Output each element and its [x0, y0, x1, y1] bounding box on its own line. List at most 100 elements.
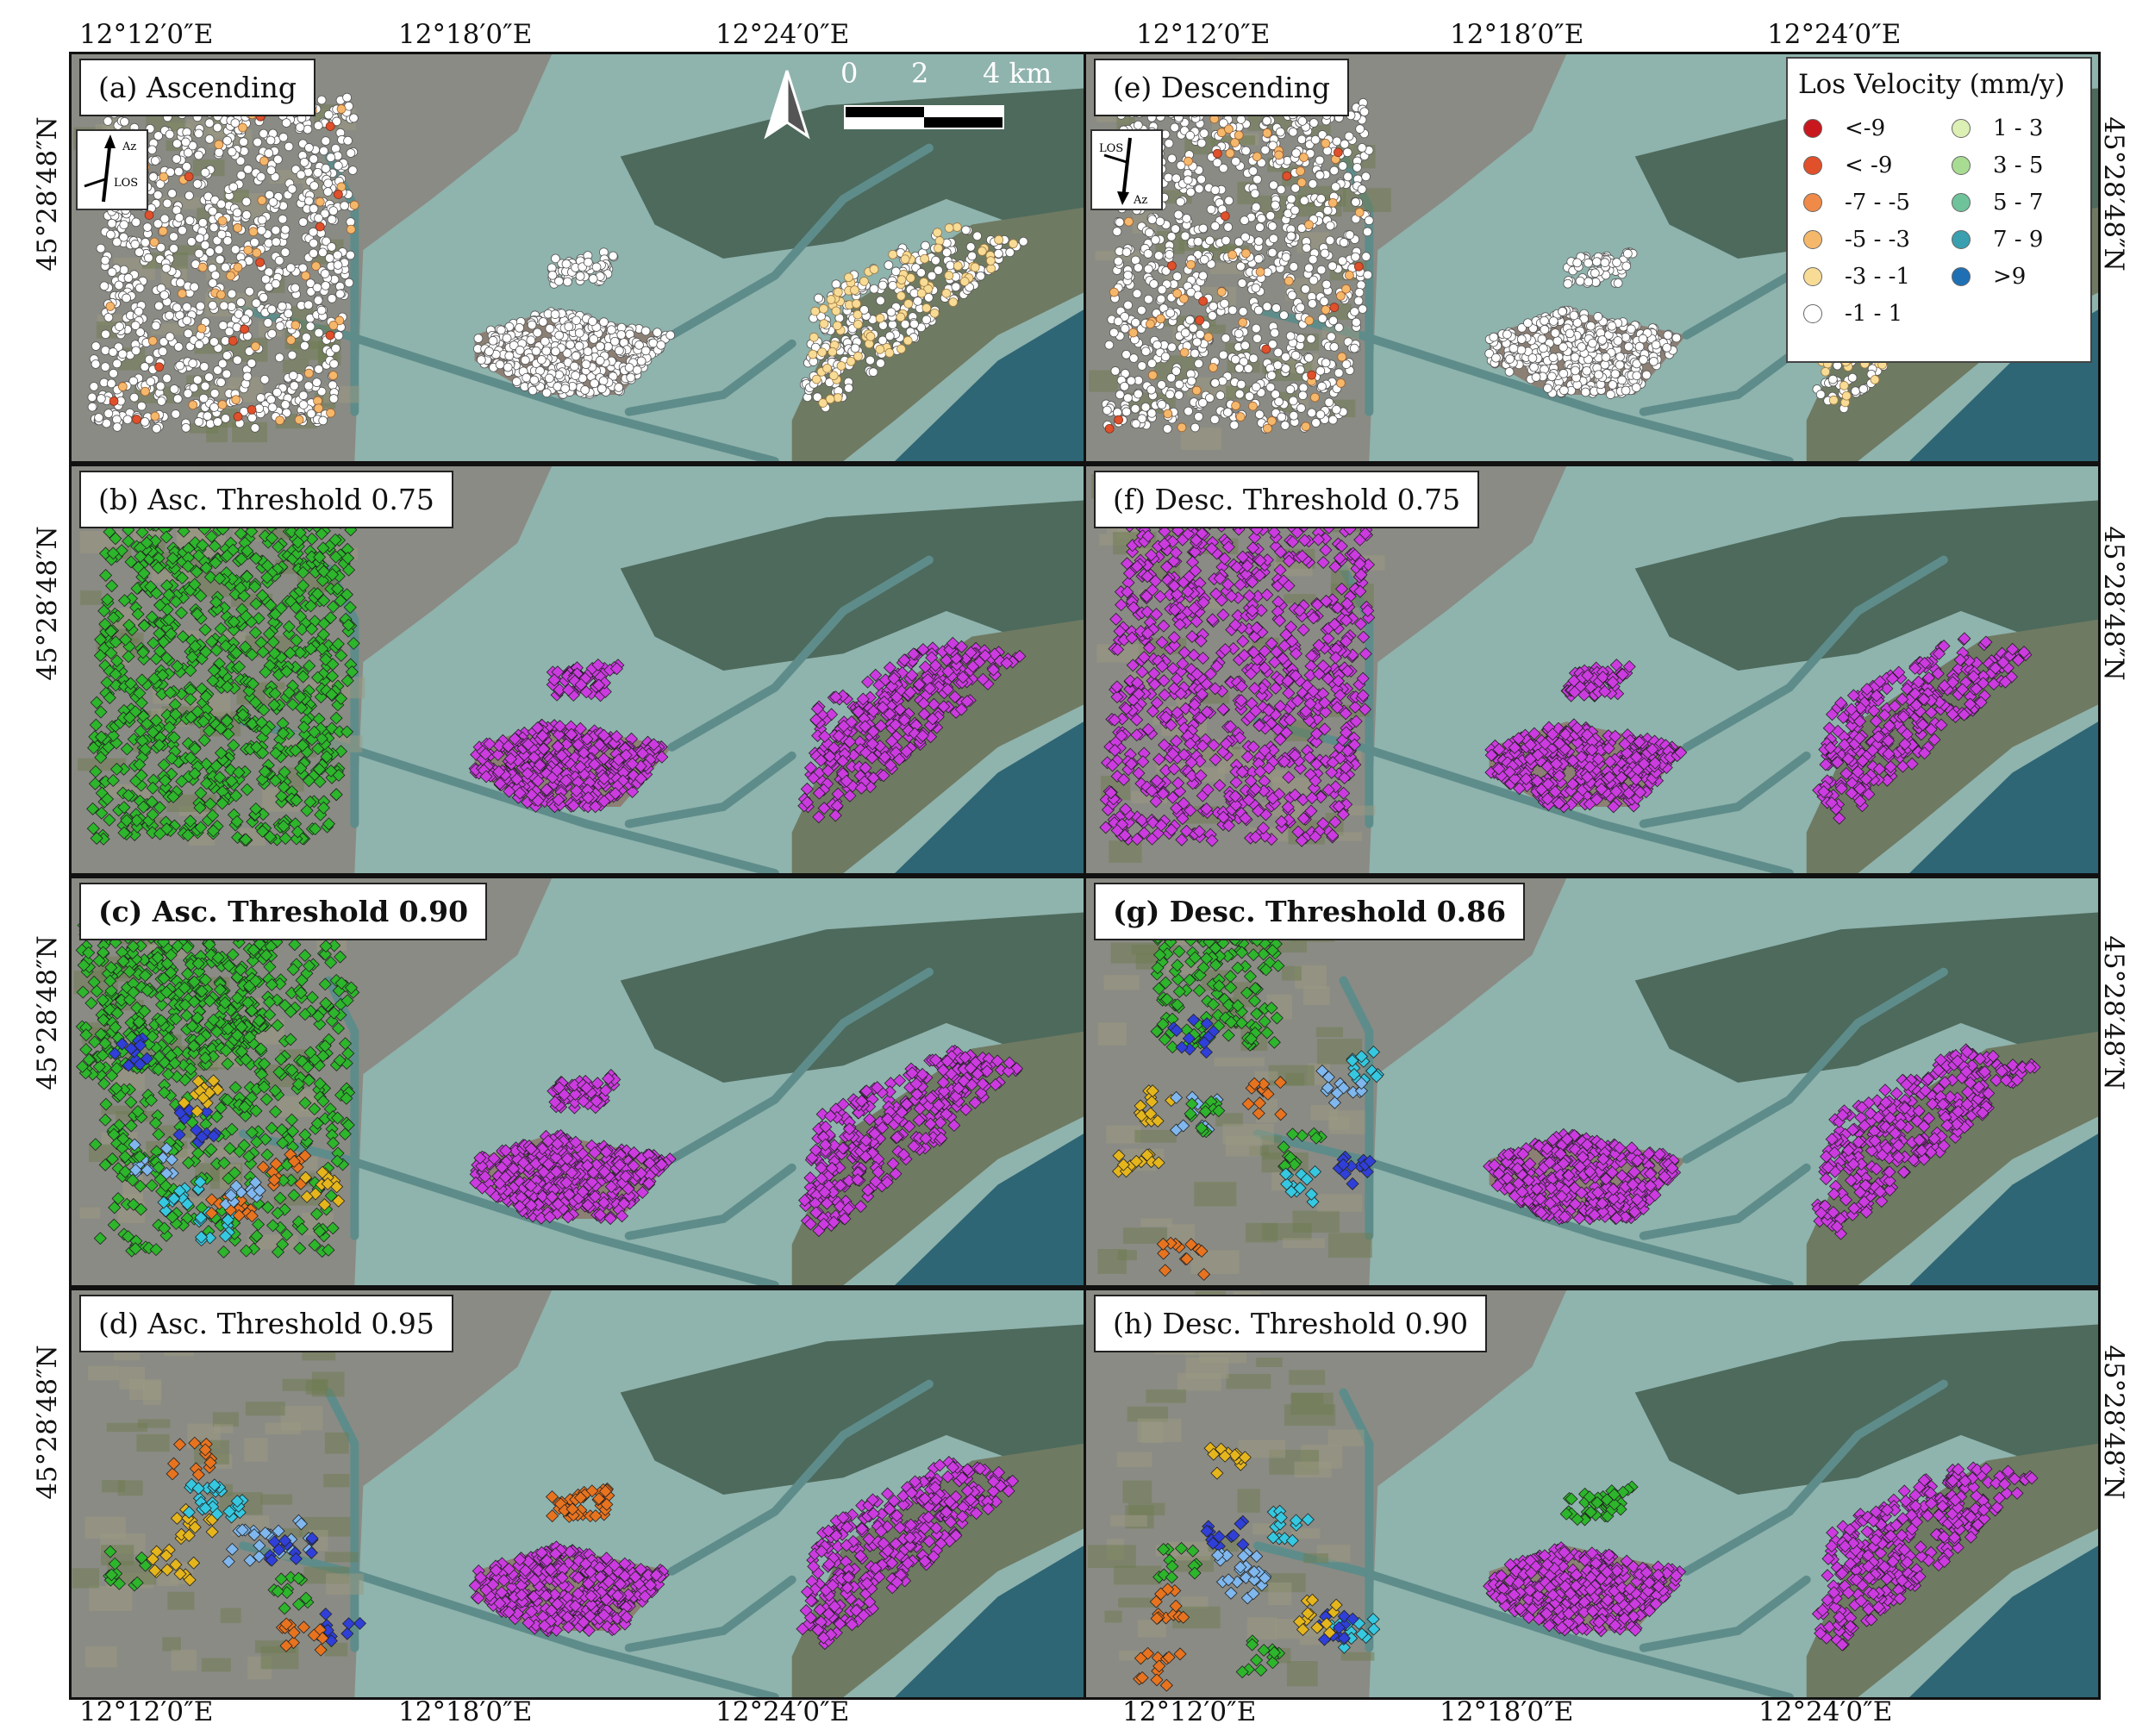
- ps-point: [343, 135, 353, 146]
- cluster-point: [239, 833, 253, 846]
- cluster-point: [527, 751, 541, 765]
- cluster-point: [242, 1150, 256, 1164]
- cluster-point: [240, 783, 254, 796]
- ps-point: [828, 371, 839, 381]
- cluster-point: [881, 1112, 895, 1126]
- cluster-point: [161, 1032, 175, 1046]
- cluster-point: [206, 809, 220, 822]
- cluster-point: [590, 1095, 603, 1108]
- cluster-point: [256, 645, 270, 659]
- cluster-point: [304, 642, 318, 656]
- ps-point: [131, 217, 141, 228]
- cluster-point: [598, 685, 612, 698]
- ps-point: [1005, 247, 1015, 258]
- ps-point: [626, 372, 636, 383]
- ps-point: [476, 355, 486, 365]
- cluster-point: [245, 525, 259, 539]
- cluster-point: [597, 728, 610, 742]
- cluster-point: [221, 1093, 234, 1107]
- cluster-point: [986, 663, 1000, 677]
- cluster-point: [838, 1212, 852, 1226]
- cluster-point: [107, 611, 121, 625]
- cluster-point: [817, 802, 831, 815]
- ps-point: [878, 280, 888, 290]
- ps-point: [222, 369, 232, 379]
- cluster-point: [232, 765, 246, 779]
- ps-point: [496, 325, 506, 335]
- cluster-point: [76, 985, 90, 999]
- lon-label-top-right-2: 12°18′0″E: [1450, 19, 1584, 50]
- map-panel-b: [69, 464, 1086, 876]
- cluster-point: [313, 550, 327, 564]
- ps-point: [112, 359, 122, 369]
- ps-point: [606, 325, 616, 335]
- ps-point: [811, 374, 821, 384]
- ps-point: [140, 362, 150, 372]
- cluster-point: [934, 1115, 947, 1129]
- ps-point: [869, 284, 879, 294]
- cluster-point: [230, 991, 245, 1005]
- cluster-point: [280, 665, 294, 678]
- ps-point: [141, 386, 150, 397]
- cluster-point: [184, 664, 197, 678]
- cluster-point: [579, 1081, 593, 1095]
- cluster-point: [188, 767, 202, 780]
- ps-point: [227, 289, 237, 299]
- cluster-point: [298, 1008, 312, 1021]
- cluster-point: [162, 613, 176, 627]
- ps-point: [213, 365, 222, 375]
- cluster-point: [340, 588, 353, 602]
- cluster-point: [926, 712, 940, 726]
- cluster-point: [89, 1138, 103, 1152]
- cluster-point: [550, 764, 564, 777]
- ps-point: [831, 306, 841, 316]
- ps-point: [147, 336, 158, 346]
- cluster-point: [263, 627, 277, 640]
- cluster-point: [219, 639, 233, 653]
- ps-point: [581, 359, 591, 370]
- cluster-point: [222, 727, 235, 741]
- ps-point: [346, 250, 355, 260]
- ps-point: [653, 328, 662, 337]
- cluster-point: [155, 998, 169, 1012]
- ps-point: [114, 280, 124, 290]
- cluster-point: [928, 659, 942, 672]
- cluster-point: [228, 1081, 242, 1095]
- ps-point: [242, 372, 253, 382]
- ps-point: [205, 247, 216, 257]
- ps-point: [182, 315, 192, 326]
- ps-point: [131, 346, 141, 356]
- cluster-point: [339, 1037, 353, 1051]
- ps-point: [554, 276, 564, 286]
- ps-point: [977, 247, 987, 256]
- cluster-point: [169, 595, 183, 609]
- cluster-point: [478, 747, 492, 761]
- cluster-point: [316, 1095, 330, 1108]
- cluster-point: [127, 1197, 141, 1211]
- cluster-point: [277, 820, 290, 833]
- ps-point: [865, 355, 875, 365]
- ps-point: [309, 181, 319, 190]
- cluster-point: [968, 1096, 982, 1109]
- lon-label-top-left-2: 12°18′0″E: [398, 19, 533, 50]
- ps-point: [929, 308, 940, 318]
- ps-point: [107, 218, 117, 228]
- ps-point: [216, 199, 227, 209]
- ps-point: [260, 274, 271, 284]
- ps-point: [117, 349, 128, 359]
- cluster-point: [316, 801, 330, 815]
- ps-point: [878, 335, 888, 346]
- cluster-point: [915, 729, 929, 743]
- cluster-point: [148, 534, 162, 547]
- ps-point: [325, 122, 335, 131]
- ps-point: [209, 222, 219, 233]
- ps-point: [149, 237, 159, 247]
- ps-point: [231, 395, 241, 405]
- ps-point: [588, 316, 597, 327]
- ps-point: [311, 261, 321, 272]
- cluster-point: [282, 686, 296, 700]
- ps-point: [153, 190, 163, 200]
- ps-point: [112, 422, 122, 432]
- cluster-point: [271, 1206, 284, 1220]
- cluster-point: [117, 826, 131, 840]
